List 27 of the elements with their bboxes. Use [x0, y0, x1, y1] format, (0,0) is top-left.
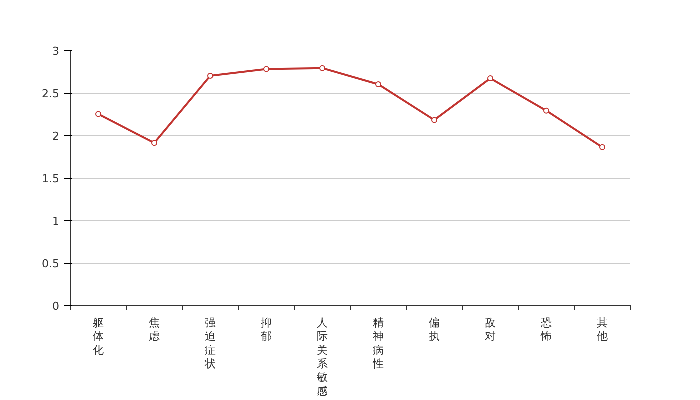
point — [488, 76, 494, 82]
point — [208, 73, 214, 79]
x-tick-label: 敌对 — [485, 316, 496, 344]
point — [264, 66, 270, 72]
x-tick-label: 精神病性 — [372, 316, 384, 370]
point — [432, 117, 438, 124]
x-tick-label: 焦虑 — [149, 316, 160, 344]
x-tick-label: 偏执 — [429, 316, 440, 344]
y-tick-label: 1 — [52, 215, 60, 228]
y-tick-label: 2 — [52, 130, 60, 143]
y-tick-label: 3 — [52, 45, 60, 58]
x-tick-label: 强迫症状 — [204, 316, 216, 370]
point — [320, 65, 326, 72]
y-tick-label: 0 — [52, 300, 60, 313]
point — [600, 144, 606, 150]
point — [376, 82, 382, 88]
x-tick-label: 人际关系敏感 — [317, 316, 328, 398]
point — [152, 140, 158, 146]
y-tick-label: 2.5 — [42, 88, 60, 100]
x-tick-label: 抑郁 — [261, 316, 272, 344]
x-tick-label: 躯体化 — [93, 316, 104, 357]
point — [96, 111, 102, 118]
x-tick-label: 其他 — [597, 316, 608, 344]
point — [544, 108, 550, 114]
y-tick-label: 1.5 — [42, 172, 60, 186]
y-tick-label: 0.5 — [42, 258, 60, 270]
x-tick-label: 恐怖 — [540, 316, 552, 344]
